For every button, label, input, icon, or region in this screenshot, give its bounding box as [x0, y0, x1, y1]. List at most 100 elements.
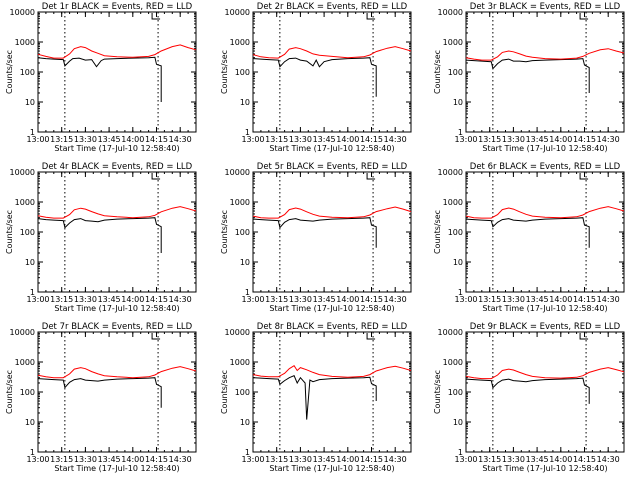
- x-tick-label: 13:00: [241, 295, 264, 304]
- x-tick-label: 13:30: [74, 135, 97, 144]
- x-tick-label: 14:15: [573, 135, 596, 144]
- series-line-lld: [37, 366, 197, 379]
- x-tick-label: 13:15: [50, 135, 73, 144]
- y-tick-label: 10: [240, 258, 250, 267]
- y-axis-label: Counts/sec: [433, 210, 442, 254]
- y-axis-label: Counts/sec: [5, 50, 14, 94]
- y-tick-label: 10000: [10, 168, 35, 177]
- plot-frame: [465, 11, 625, 133]
- panel-det-5: Det 5r BLACK = Events, RED = LLD 1 10 100 10…: [220, 162, 412, 313]
- x-tick-label: 13:15: [265, 295, 288, 304]
- y-tick-label: 100: [448, 228, 463, 237]
- x-tick-label: 14:00: [549, 295, 572, 304]
- y-tick-label: 1000: [230, 358, 250, 367]
- y-tick-label: 100: [235, 228, 250, 237]
- x-axis-label: Start Time (17-Jul-10 12:58:40): [482, 144, 607, 153]
- plot-frame: [37, 171, 197, 293]
- y-tick-label: 10: [25, 418, 35, 427]
- x-axis-label: Start Time (17-Jul-10 12:58:40): [269, 464, 394, 473]
- bracket-mark: [151, 173, 161, 180]
- x-tick-label: 14:15: [145, 455, 168, 464]
- x-tick-label: 14:00: [336, 455, 359, 464]
- x-tick-label: 14:15: [145, 135, 168, 144]
- y-tick-label: 10000: [10, 328, 35, 337]
- x-tick-label: 14:30: [384, 135, 407, 144]
- x-tick-label: 13:45: [313, 295, 336, 304]
- panel-title: Det 8r BLACK = Events, RED = LLD: [257, 322, 408, 332]
- x-tick-label: 13:30: [502, 455, 525, 464]
- y-tick-label: 10000: [225, 8, 250, 17]
- plot-frame: [37, 11, 197, 133]
- y-tick-label: 10000: [225, 168, 250, 177]
- x-tick-label: 14:15: [360, 135, 383, 144]
- panel-det-2: Det 2r BLACK = Events, RED = LLD 1 10 100 10…: [220, 2, 412, 153]
- y-tick-label: 1: [458, 288, 463, 297]
- x-tick-label: 13:30: [502, 295, 525, 304]
- bracket-mark: [151, 333, 161, 340]
- x-tick-label: 14:00: [121, 295, 144, 304]
- y-tick-label: 10: [240, 98, 250, 107]
- y-tick-label: 10: [453, 258, 463, 267]
- series-line-events: [37, 217, 162, 253]
- y-tick-label: 10000: [438, 8, 463, 17]
- plot-frame: [252, 331, 412, 453]
- panel-title: Det 7r BLACK = Events, RED = LLD: [42, 322, 193, 332]
- x-tick-label: 13:15: [478, 455, 501, 464]
- x-tick-label: 13:30: [289, 135, 312, 144]
- x-tick-label: 13:15: [478, 135, 501, 144]
- series-line-lld: [252, 365, 412, 378]
- bracket-mark: [366, 13, 376, 20]
- bracket-mark: [579, 333, 589, 340]
- bracket-mark: [579, 13, 589, 20]
- y-tick-label: 1000: [230, 38, 250, 47]
- plot-frame: [465, 331, 625, 453]
- y-tick-label: 10: [25, 98, 35, 107]
- plot-frame: [252, 11, 412, 133]
- y-tick-label: 1000: [15, 38, 35, 47]
- x-tick-label: 13:45: [98, 455, 121, 464]
- x-axis-label: Start Time (17-Jul-10 12:58:40): [54, 144, 179, 153]
- x-tick-label: 13:45: [98, 295, 121, 304]
- x-tick-label: 14:15: [360, 455, 383, 464]
- y-tick-label: 10000: [10, 8, 35, 17]
- x-tick-label: 14:15: [360, 295, 383, 304]
- series-line-lld: [37, 206, 197, 219]
- y-axis-label: Counts/sec: [433, 50, 442, 94]
- y-tick-label: 100: [20, 68, 35, 77]
- y-tick-label: 1: [245, 128, 250, 137]
- y-tick-label: 100: [20, 228, 35, 237]
- y-axis-label: Counts/sec: [220, 210, 229, 254]
- bracket-mark: [366, 333, 376, 340]
- y-tick-label: 1000: [15, 198, 35, 207]
- y-tick-label: 1000: [15, 358, 35, 367]
- y-axis-label: Counts/sec: [220, 370, 229, 414]
- x-tick-label: 13:15: [50, 295, 73, 304]
- x-tick-label: 13:00: [26, 295, 49, 304]
- x-tick-label: 13:30: [74, 295, 97, 304]
- series-line-events: [465, 217, 590, 248]
- panel-title: Det 4r BLACK = Events, RED = LLD: [42, 162, 193, 172]
- x-tick-label: 13:00: [454, 135, 477, 144]
- x-tick-label: 14:30: [384, 455, 407, 464]
- y-tick-label: 1: [245, 448, 250, 457]
- series-line-events: [252, 57, 377, 97]
- y-tick-label: 10: [453, 98, 463, 107]
- x-tick-label: 14:30: [597, 135, 620, 144]
- y-tick-label: 100: [448, 388, 463, 397]
- panel-title: Det 5r BLACK = Events, RED = LLD: [257, 162, 408, 172]
- x-tick-label: 14:30: [597, 455, 620, 464]
- series-line-lld: [465, 206, 625, 219]
- x-tick-label: 13:45: [526, 295, 549, 304]
- x-tick-label: 13:45: [526, 455, 549, 464]
- x-tick-label: 14:00: [336, 295, 359, 304]
- x-tick-label: 14:30: [169, 135, 192, 144]
- y-tick-label: 10000: [225, 328, 250, 337]
- y-tick-label: 1000: [443, 358, 463, 367]
- x-axis-label: Start Time (17-Jul-10 12:58:40): [269, 304, 394, 313]
- panel-det-1: Det 1r BLACK = Events, RED = LLD 1 10 100 10…: [5, 2, 197, 153]
- series-line-events: [465, 377, 590, 404]
- x-axis-label: Start Time (17-Jul-10 12:58:40): [269, 144, 394, 153]
- x-tick-label: 13:45: [313, 135, 336, 144]
- y-tick-label: 1: [30, 288, 35, 297]
